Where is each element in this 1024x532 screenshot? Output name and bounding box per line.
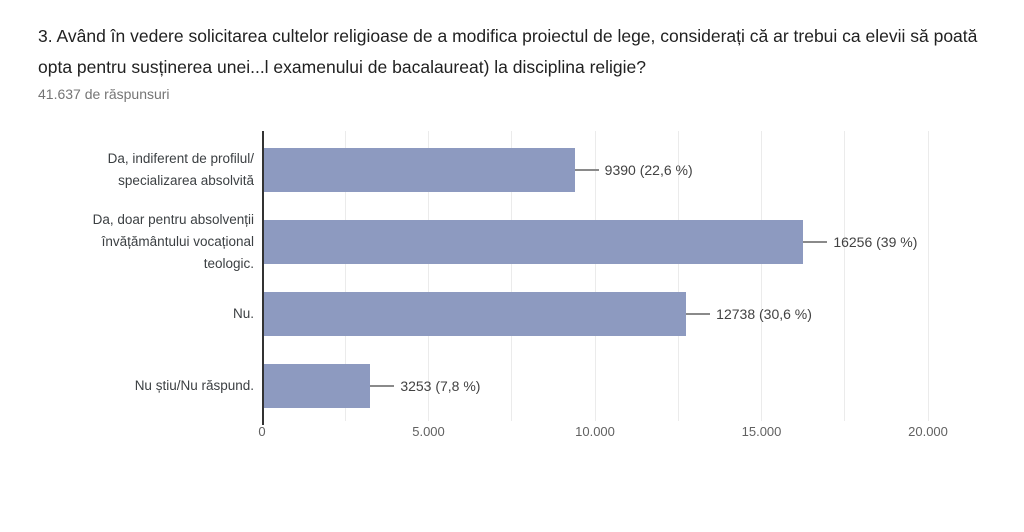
leader-line [370,385,395,387]
gridline [677,131,679,421]
bar [264,148,575,192]
bar-value-label: 12738 (30,6 %) [716,306,812,322]
x-tick-label: 10.000 [575,424,615,439]
leader-line [803,241,828,243]
leader-line [574,169,599,171]
x-axis-tick-labels: 0 5.000 10.000 15.000 20.000 [258,424,948,444]
category-label: Da, doar pentru absolvenții învățământul… [92,212,254,271]
category-label: Nu. [232,306,254,321]
x-tick-label: 15.000 [741,424,782,439]
bar [264,364,371,408]
category-labels: Da, indiferent de profilul/ specializare… [38,131,254,421]
y-axis-line [262,131,264,425]
bar-value-label: 16256 (39 %) [833,234,918,250]
gridline [594,131,596,421]
category-label: Nu știu/Nu răspund. [134,378,254,393]
gridline [927,131,929,421]
leader-line [686,313,711,315]
x-tick-label: 0 [258,424,266,439]
bar-value-label: 9390 (22,6 %) [604,162,693,178]
category-label: Da, indiferent de profilul/ specializare… [107,151,254,188]
plot-area: 9390 (22,6 %) 16256 (39 %) 12738 (30,6 %) 3… [262,131,929,425]
gridline [844,131,846,421]
bar-value-label: 3253 (7,8 %) [400,378,481,394]
x-tick-label: 20.000 [908,424,948,439]
response-count: 41.637 de răspunsuri [38,86,170,102]
gridline [428,131,429,421]
x-tick-label: 5.000 [412,424,445,439]
bar [264,292,687,336]
bar [264,220,804,264]
gridline [761,131,762,421]
gridline [344,131,346,421]
question-title: 3. Având în vedere solicitarea cultelor … [38,26,978,77]
gridline [511,131,513,421]
